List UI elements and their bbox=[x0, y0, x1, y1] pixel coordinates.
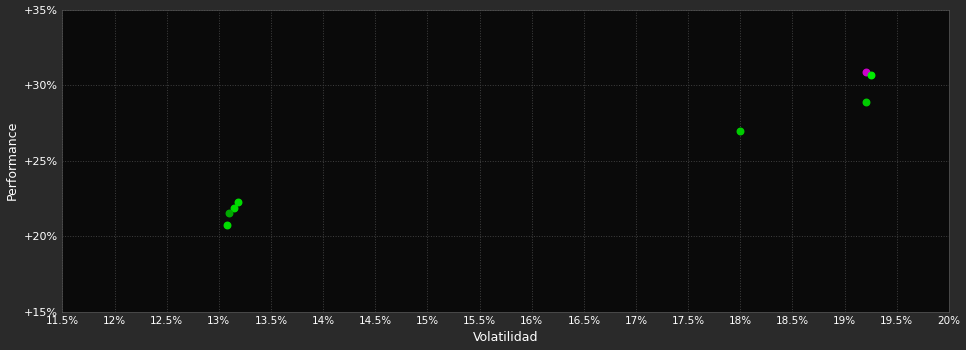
Point bbox=[858, 69, 873, 75]
X-axis label: Volatilidad: Volatilidad bbox=[473, 331, 538, 344]
Point bbox=[227, 205, 242, 211]
Point bbox=[230, 199, 245, 205]
Point bbox=[863, 72, 878, 78]
Y-axis label: Performance: Performance bbox=[6, 121, 18, 200]
Point bbox=[221, 210, 237, 216]
Point bbox=[732, 128, 748, 134]
Point bbox=[219, 222, 235, 228]
Point bbox=[858, 100, 873, 105]
